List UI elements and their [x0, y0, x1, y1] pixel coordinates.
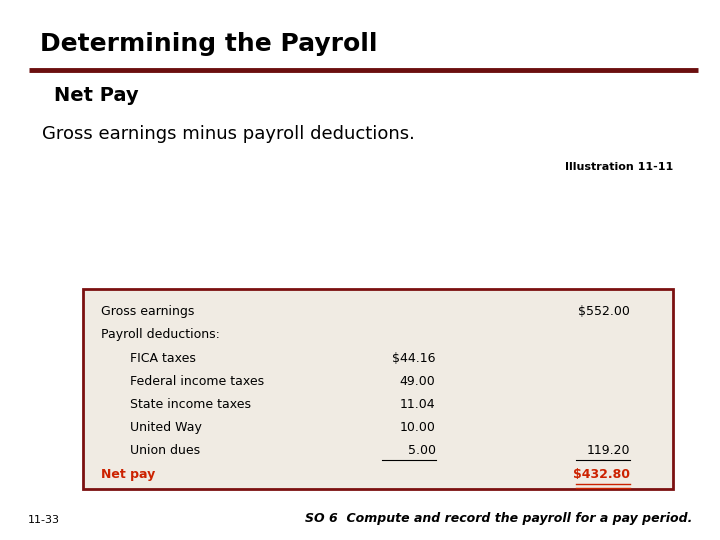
Text: Federal income taxes: Federal income taxes	[130, 375, 264, 388]
Text: Net pay: Net pay	[101, 468, 155, 481]
Text: Gross earnings: Gross earnings	[101, 305, 194, 318]
Text: 11-33: 11-33	[27, 515, 59, 525]
Text: $44.16: $44.16	[392, 352, 436, 365]
Text: FICA taxes: FICA taxes	[130, 352, 195, 365]
Text: Illustration 11-11: Illustration 11-11	[565, 162, 673, 172]
Text: 119.20: 119.20	[587, 444, 630, 457]
Text: Payroll deductions:: Payroll deductions:	[101, 328, 220, 341]
FancyBboxPatch shape	[83, 289, 673, 489]
Text: 5.00: 5.00	[408, 444, 436, 457]
Text: Net Pay: Net Pay	[54, 86, 139, 105]
Text: 49.00: 49.00	[400, 375, 436, 388]
Text: Determining the Payroll: Determining the Payroll	[40, 32, 377, 56]
Text: 10.00: 10.00	[400, 421, 436, 434]
Text: Gross earnings minus payroll deductions.: Gross earnings minus payroll deductions.	[42, 125, 415, 143]
Text: State income taxes: State income taxes	[130, 398, 251, 411]
Text: 11.04: 11.04	[400, 398, 436, 411]
Text: Union dues: Union dues	[130, 444, 199, 457]
Text: $552.00: $552.00	[578, 305, 630, 318]
Text: SO 6  Compute and record the payroll for a pay period.: SO 6 Compute and record the payroll for …	[305, 512, 693, 525]
Text: $432.80: $432.80	[573, 468, 630, 481]
Text: United Way: United Way	[130, 421, 202, 434]
